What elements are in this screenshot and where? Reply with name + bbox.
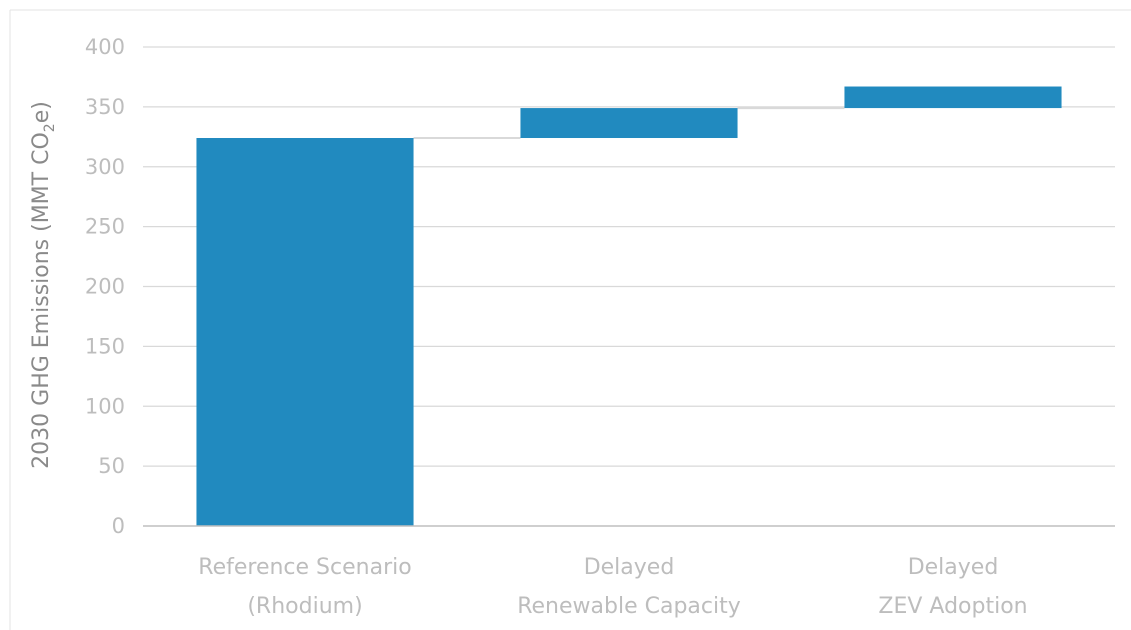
- y-tick-label-50: 50: [98, 454, 125, 478]
- bar-1: [196, 138, 414, 526]
- x-tick-label-2-line-2: Renewable Capacity: [517, 594, 741, 619]
- y-tick-label-100: 100: [85, 394, 125, 418]
- y-tick-label-400: 400: [85, 35, 125, 59]
- x-tick-label-3-line-1: Delayed: [908, 555, 999, 580]
- y-axis-label: 2030 GHG Emissions (MMT CO2e): [29, 101, 58, 469]
- y-tick-label-200: 200: [85, 275, 125, 299]
- y-tick-label-350: 350: [85, 95, 125, 119]
- bar-layer: [196, 86, 1062, 526]
- y-tick-label-150: 150: [85, 334, 125, 358]
- bar-2: [520, 108, 738, 139]
- y-tick-label-0: 0: [112, 514, 125, 538]
- x-tick-label-1-line-2: (Rhodium): [247, 594, 362, 619]
- label-layer: 0 50 100 150 200 250 300 350 400 Reference Scenar…: [85, 35, 1028, 619]
- y-tick-label-300: 300: [85, 155, 125, 179]
- connector-layer: [413, 107, 845, 140]
- bar-3: [844, 86, 1062, 109]
- y-axis-label-prefix: 2030 GHG Emissions (MMT CO: [29, 132, 54, 469]
- x-tick-label-2: Delayed Renewable Capacity: [517, 555, 741, 619]
- x-tick-label-1: Reference Scenario (Rhodium): [198, 555, 411, 619]
- x-tick-label-3: Delayed ZEV Adoption: [878, 555, 1027, 619]
- x-tick-label-1-line-1: Reference Scenario: [198, 555, 411, 580]
- y-tick-label-250: 250: [85, 215, 125, 239]
- y-axis-label-suffix: e): [29, 101, 54, 123]
- x-tick-label-2-line-1: Delayed: [584, 555, 675, 580]
- x-tick-label-3-line-2: ZEV Adoption: [878, 594, 1027, 619]
- y-axis-label-subscript: 2: [42, 123, 58, 132]
